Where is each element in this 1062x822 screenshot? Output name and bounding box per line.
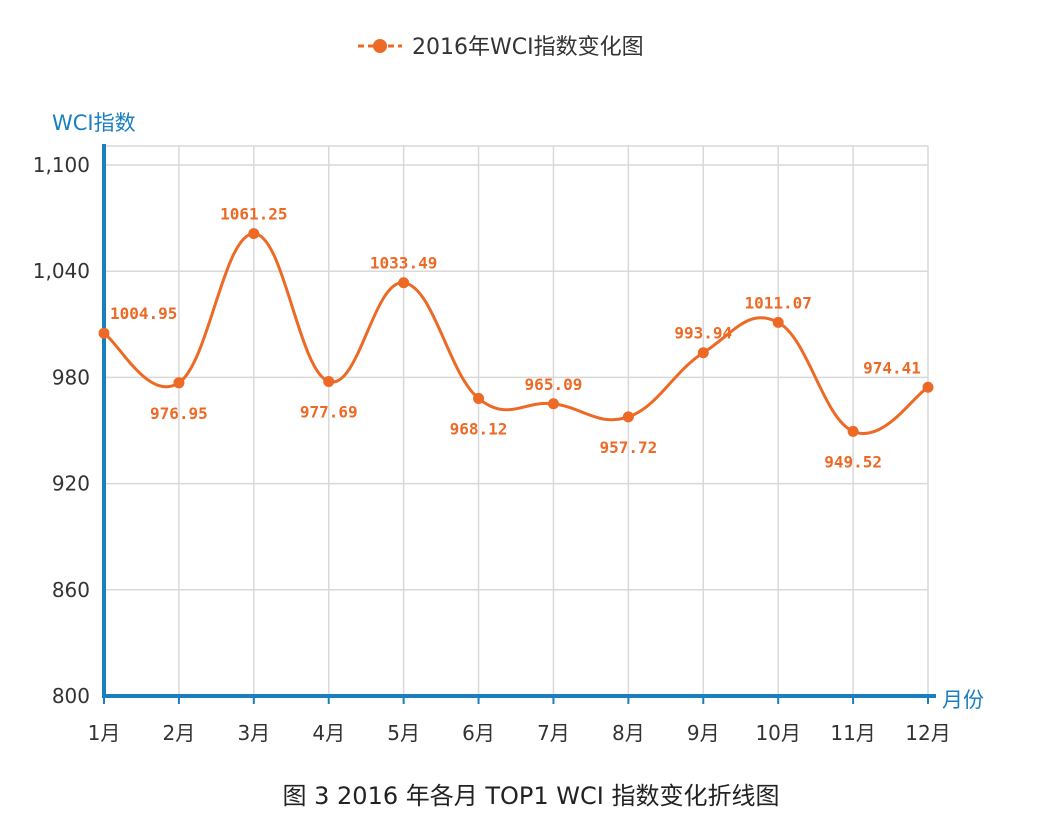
data-point[interactable]	[248, 228, 260, 240]
data-point[interactable]	[697, 347, 709, 359]
x-tick-label: 10月	[755, 721, 800, 745]
x-tick-label: 11月	[830, 721, 875, 745]
series-line	[103, 232, 929, 435]
data-point[interactable]	[398, 277, 410, 289]
data-labels: 1004.95 976.95 1061.25 977.69 1033.49 968.12 9…	[110, 205, 921, 472]
x-tick-label: 1月	[88, 721, 121, 745]
chart-legend[interactable]: 2016年WCI指数变化图	[358, 35, 644, 60]
y-tick-label: 800	[52, 684, 90, 708]
data-label: 949.52	[824, 452, 882, 471]
data-label: 977.69	[300, 402, 358, 421]
x-tick-label: 2月	[163, 721, 196, 745]
data-label: 965.09	[525, 375, 583, 394]
data-label: 1004.95	[110, 304, 177, 323]
data-point[interactable]	[772, 316, 784, 328]
data-point[interactable]	[547, 398, 559, 410]
y-tick-label: 920	[52, 472, 90, 496]
data-point[interactable]	[622, 411, 634, 423]
data-label: 957.72	[599, 438, 657, 457]
legend-marker-icon	[373, 39, 387, 53]
y-tick-label: 1,100	[33, 153, 90, 177]
y-axis-title: WCI指数	[52, 111, 136, 135]
wci-line-chart: 2016年WCI指数变化图 WCI指数 月份 800 860 920 980 1,040…	[33, 35, 984, 745]
y-tick-labels: 800 860 920 980 1,040 1,100	[33, 153, 90, 708]
data-label: 993.94	[674, 324, 732, 343]
data-point[interactable]	[922, 381, 934, 393]
data-point[interactable]	[323, 375, 335, 387]
series-wci	[98, 228, 934, 437]
x-tick-label: 9月	[687, 721, 720, 745]
data-label: 1011.07	[744, 293, 811, 312]
y-tick-label: 980	[52, 365, 90, 389]
x-tick-label: 5月	[387, 721, 420, 745]
axes: WCI指数 月份	[52, 111, 984, 712]
data-label: 1061.25	[220, 205, 287, 224]
y-tick-label: 1,040	[33, 259, 90, 283]
figure-caption: 图 3 2016 年各月 TOP1 WCI 指数变化折线图	[282, 782, 780, 810]
y-tick-label: 860	[52, 578, 90, 602]
x-tick-label: 6月	[462, 721, 495, 745]
x-tick-label: 4月	[312, 721, 345, 745]
data-point[interactable]	[173, 377, 185, 389]
data-label: 974.41	[863, 358, 921, 377]
data-label: 1033.49	[370, 254, 437, 273]
data-label: 968.12	[450, 419, 508, 438]
x-tick-labels: 1月 2月 3月 4月 5月 6月 7月 8月 9月 10月 11月 12月	[88, 721, 951, 745]
x-axis-title: 月份	[942, 688, 984, 712]
legend-label: 2016年WCI指数变化图	[412, 35, 644, 60]
data-point[interactable]	[98, 327, 110, 339]
data-point[interactable]	[473, 392, 485, 404]
x-tick-label: 7月	[537, 721, 570, 745]
data-point[interactable]	[847, 425, 859, 437]
grid	[104, 145, 929, 696]
data-label: 976.95	[150, 404, 208, 423]
x-tick-label: 3月	[237, 721, 270, 745]
x-tick-label: 8月	[612, 721, 645, 745]
x-tick-label: 12月	[905, 721, 950, 745]
